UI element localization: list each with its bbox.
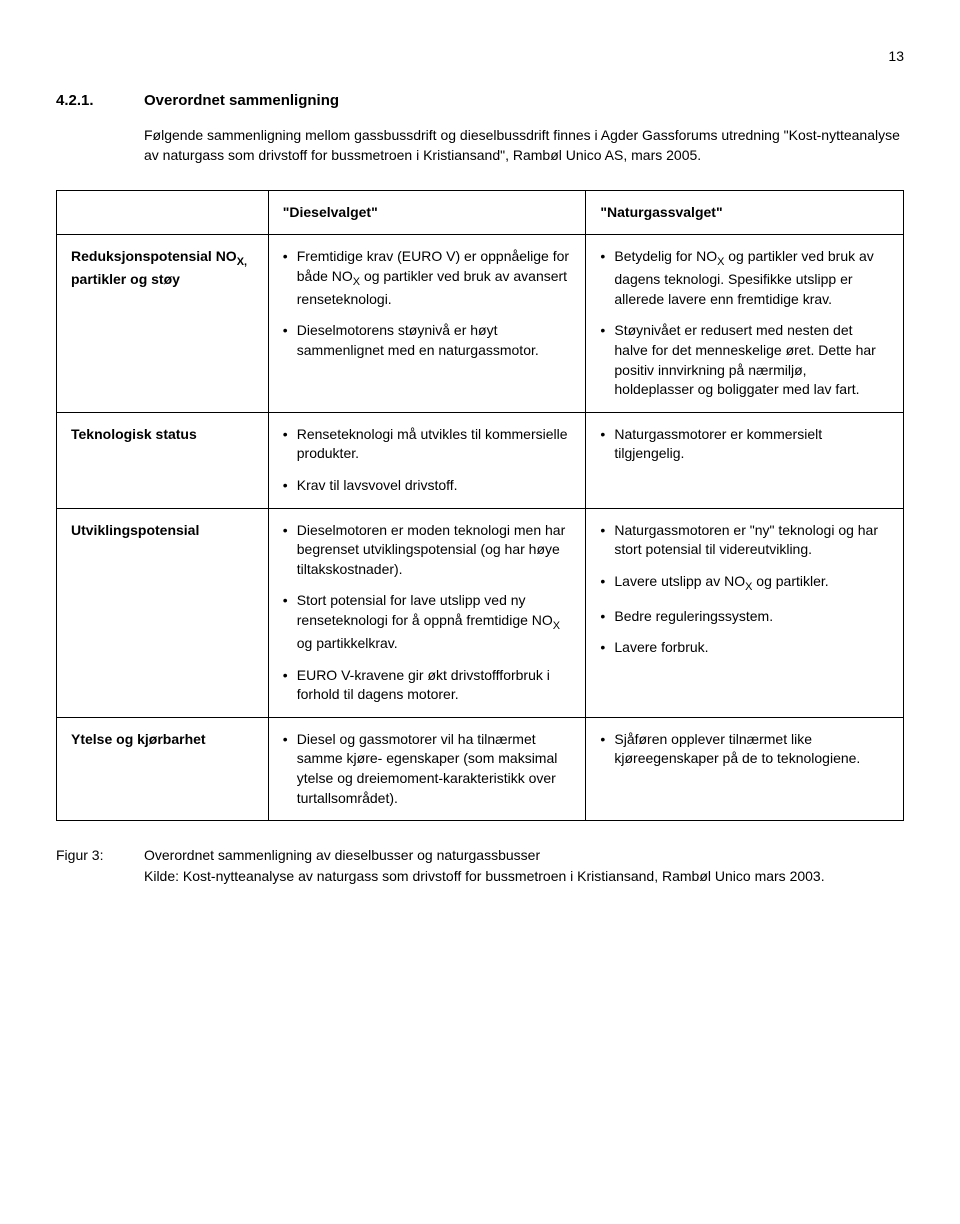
list-item: Dieselmotorens støynivå er høyt sammenli… bbox=[283, 321, 572, 360]
list-item: Sjåføren opplever tilnærmet like kjøreeg… bbox=[600, 730, 889, 769]
list-item: Renseteknologi må utvikles til kommersie… bbox=[283, 425, 572, 464]
diesel-cell: Diesel og gassmotorer vil ha tilnærmet s… bbox=[268, 717, 586, 820]
gas-cell: Betydelig for NOX og partikler ved bruk … bbox=[586, 235, 904, 413]
figure-caption: Figur 3: Overordnet sammenligning av die… bbox=[56, 845, 904, 886]
diesel-cell: Dieselmotoren er moden teknologi men har… bbox=[268, 508, 586, 717]
caption-line2: Kilde: Kost-nytteanalyse av naturgass so… bbox=[144, 868, 825, 884]
list-item: EURO V-kravene gir økt drivstoff­forbruk… bbox=[283, 666, 572, 705]
section-heading: 4.2.1. Overordnet sammenligning bbox=[56, 92, 904, 109]
section-title: Overordnet sammenligning bbox=[144, 92, 339, 109]
row-label: Reduksjonspotensial NOX, partikler og st… bbox=[57, 235, 269, 413]
list-item: Krav til lavsvovel drivstoff. bbox=[283, 476, 572, 496]
caption-label: Figur 3: bbox=[56, 845, 112, 886]
table-row: Teknologisk status Renseteknologi må utvi… bbox=[57, 412, 904, 508]
comparison-table: "Dieselvalget" "Naturgassvalget" Reduksj… bbox=[56, 190, 904, 822]
table-row: Ytelse og kjørbarhetDiesel og gassmotore… bbox=[57, 717, 904, 820]
table-row: Reduksjonspotensial NOX, partikler og st… bbox=[57, 235, 904, 413]
list-item: Lavere forbruk. bbox=[600, 638, 889, 658]
section-number: 4.2.1. bbox=[56, 92, 112, 109]
list-item: Lavere utslipp av NOX og partikler. bbox=[600, 572, 889, 595]
diesel-cell: Renseteknologi må utvikles til kommersie… bbox=[268, 412, 586, 508]
header-diesel: "Dieselvalget" bbox=[268, 190, 586, 235]
gas-cell: Naturgassmotoren er "ny" teknologi og ha… bbox=[586, 508, 904, 717]
page-number: 13 bbox=[56, 48, 904, 64]
list-item: Støynivået er redusert med nesten det ha… bbox=[600, 321, 889, 399]
intro-paragraph: Følgende sammenligning mellom gassbussdr… bbox=[144, 125, 904, 166]
list-item: Naturgassmotoren er "ny" teknologi og ha… bbox=[600, 521, 889, 560]
caption-body: Overordnet sammenligning av dieselbusser… bbox=[144, 845, 904, 886]
list-item: Stort potensial for lave utslipp ved ny … bbox=[283, 591, 572, 653]
list-item: Dieselmotoren er moden teknologi men har… bbox=[283, 521, 572, 580]
diesel-cell: Fremtidige krav (EURO V) er oppnåelige f… bbox=[268, 235, 586, 413]
table-body: Reduksjonspotensial NOX, partikler og st… bbox=[57, 235, 904, 821]
list-item: Bedre reguleringssystem. bbox=[600, 607, 889, 627]
caption-line1: Overordnet sammenligning av dieselbusser… bbox=[144, 847, 540, 863]
row-label: Teknologisk status bbox=[57, 412, 269, 508]
list-item: Diesel og gassmotorer vil ha tilnærmet s… bbox=[283, 730, 572, 808]
table-header-row: "Dieselvalget" "Naturgassvalget" bbox=[57, 190, 904, 235]
list-item: Naturgassmotorer er kommersielt tilgjeng… bbox=[600, 425, 889, 464]
header-gas: "Naturgassvalget" bbox=[586, 190, 904, 235]
gas-cell: Sjåføren opplever tilnærmet like kjøreeg… bbox=[586, 717, 904, 820]
header-blank bbox=[57, 190, 269, 235]
list-item: Fremtidige krav (EURO V) er oppnåelige f… bbox=[283, 247, 572, 309]
list-item: Betydelig for NOX og partikler ved bruk … bbox=[600, 247, 889, 309]
row-label: Utviklingspotensial bbox=[57, 508, 269, 717]
table-row: UtviklingspotensialDieselmotoren er mode… bbox=[57, 508, 904, 717]
gas-cell: Naturgassmotorer er kommersielt tilgjeng… bbox=[586, 412, 904, 508]
row-label: Ytelse og kjørbarhet bbox=[57, 717, 269, 820]
